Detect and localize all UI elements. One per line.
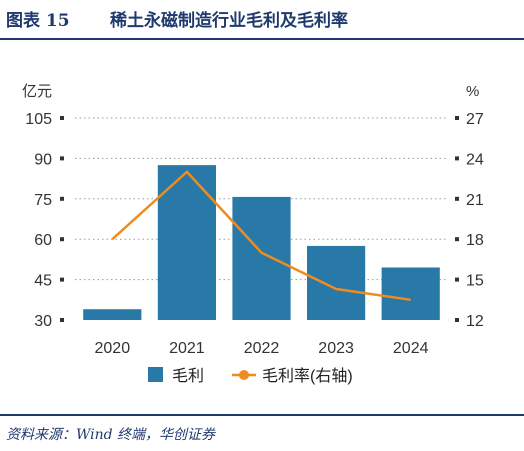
chart-svg: 30 45 60 75 90 105 12 15 18 21 24 27 亿元% 2020 2021 2022…	[0, 40, 524, 412]
right-tick-mark	[455, 278, 459, 282]
right-tick-mark	[455, 318, 459, 322]
chart-area: 30 45 60 75 90 105 12 15 18 21 24 27 亿元% 2020 2021 2022…	[0, 40, 524, 412]
left-tick-mark	[60, 197, 64, 201]
legend-bar-label: 毛利	[172, 367, 204, 385]
x-tick-label: 2023	[318, 340, 354, 357]
left-tick-label: 105	[25, 111, 52, 128]
right-tick-mark	[455, 156, 459, 160]
left-tick-label: 90	[34, 151, 52, 168]
right-tick-label: 15	[466, 273, 484, 290]
legend-bar-swatch	[148, 367, 163, 382]
left-tick-mark	[60, 318, 64, 322]
left-tick-label: 45	[34, 273, 52, 290]
left-tick-label: 75	[34, 192, 52, 209]
legend-line-label: 毛利率(右轴)	[262, 367, 353, 385]
right-tick-label: 21	[466, 192, 484, 209]
right-tick-label: 12	[466, 313, 484, 330]
left-tick-label: 30	[34, 313, 52, 330]
chart-title: 稀土永磁制造行业毛利及毛利率	[110, 6, 348, 31]
legend-line-marker	[239, 370, 249, 380]
bar-2022	[232, 197, 290, 320]
right-axis-unit: %	[466, 83, 479, 100]
right-tick-mark	[455, 197, 459, 201]
left-tick-mark	[60, 156, 64, 160]
x-tick-label: 2020	[95, 340, 131, 357]
source-note: 资料来源：Wind 终端，华创证券	[6, 424, 215, 444]
figure-label: 图表 15	[6, 6, 70, 31]
x-tick-label: 2021	[169, 340, 205, 357]
right-tick-label: 27	[466, 111, 484, 128]
left-tick-mark	[60, 278, 64, 282]
left-tick-mark	[60, 237, 64, 241]
bar-2024	[382, 267, 440, 320]
right-tick-mark	[455, 116, 459, 120]
bar-2020	[83, 309, 141, 320]
title-bar: 图表 15 稀土永磁制造行业毛利及毛利率	[0, 0, 524, 40]
bar-2023	[307, 246, 365, 320]
bar-2021	[158, 165, 216, 320]
left-tick-mark	[60, 116, 64, 120]
x-tick-label: 2022	[244, 340, 280, 357]
left-axis-unit: 亿元	[22, 83, 52, 100]
x-tick-label: 2024	[393, 340, 429, 357]
right-tick-mark	[455, 237, 459, 241]
left-tick-label: 60	[34, 232, 52, 249]
source-bar: 资料来源：Wind 终端，华创证券	[0, 414, 524, 451]
right-tick-label: 24	[466, 151, 484, 168]
right-tick-label: 18	[466, 232, 484, 249]
